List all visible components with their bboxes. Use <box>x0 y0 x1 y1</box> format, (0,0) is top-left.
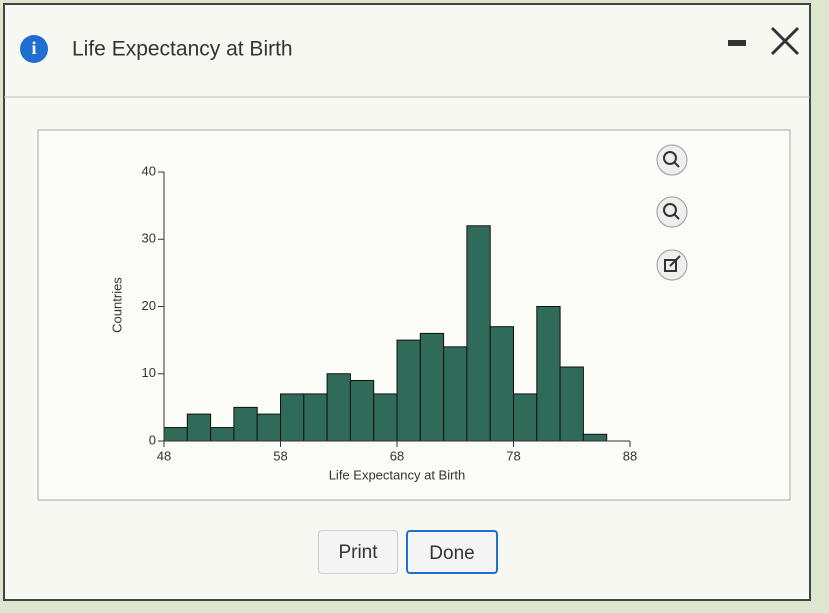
close-button[interactable] <box>770 26 800 56</box>
info-icon-glyph: i <box>31 38 36 58</box>
y-tick-label: 30 <box>142 231 156 246</box>
export[interactable] <box>656 249 688 281</box>
bar <box>233 406 258 442</box>
bar <box>559 366 584 442</box>
bar <box>582 433 608 442</box>
bar <box>186 413 212 442</box>
bar <box>396 339 421 442</box>
minimize-button[interactable] <box>728 40 746 46</box>
dialog-title: Life Expectancy at Birth <box>72 38 293 61</box>
x-tick-label: 48 <box>157 448 171 463</box>
x-axis-label: Life Expectancy at Birth <box>329 467 466 482</box>
y-axis-label: Countries <box>109 277 124 333</box>
bar <box>326 373 351 442</box>
bar <box>489 326 515 442</box>
plot: 0 10 20 30 40 48 58 68 78 88 <box>142 163 638 463</box>
y-tick-label: 40 <box>142 163 156 178</box>
bar <box>466 225 491 442</box>
y-tick-label: 0 <box>149 432 156 447</box>
y-tick-label: 20 <box>142 298 156 313</box>
zoom-out[interactable] <box>656 196 688 228</box>
y-tick-label: 10 <box>142 365 156 380</box>
done-button[interactable]: Done <box>406 530 498 574</box>
bar <box>280 393 305 442</box>
bar <box>256 413 282 442</box>
zoom-in[interactable] <box>656 144 688 176</box>
x-tick-label: 88 <box>623 448 637 463</box>
bar <box>163 427 188 442</box>
bar <box>349 379 375 442</box>
bar <box>210 427 235 442</box>
x-tick-label: 58 <box>273 448 287 463</box>
bar <box>419 332 445 442</box>
bar <box>513 393 538 442</box>
x-tick-label: 68 <box>390 448 404 463</box>
bar <box>303 393 328 442</box>
bar <box>373 393 398 442</box>
bar <box>536 306 561 442</box>
x-tick-label: 78 <box>506 448 520 463</box>
info-icon <box>20 35 48 63</box>
print-button[interactable]: Print <box>318 530 398 574</box>
bar <box>443 346 468 442</box>
